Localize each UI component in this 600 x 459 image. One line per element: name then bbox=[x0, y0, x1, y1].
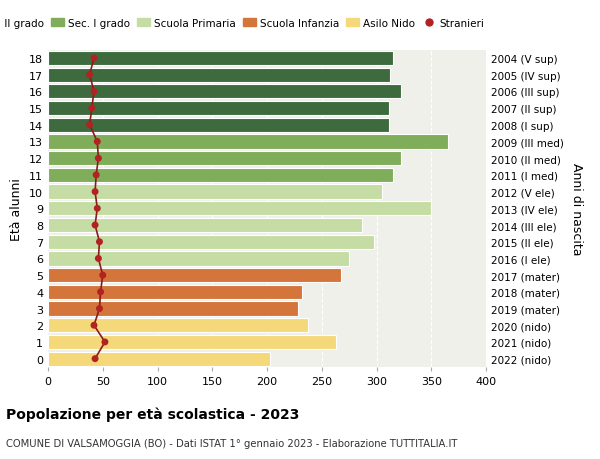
Bar bbox=[48, 102, 389, 116]
Text: COMUNE DI VALSAMOGGIA (BO) - Dati ISTAT 1° gennaio 2023 - Elaborazione TUTTITALI: COMUNE DI VALSAMOGGIA (BO) - Dati ISTAT … bbox=[6, 438, 457, 448]
Bar bbox=[48, 68, 389, 83]
Point bbox=[85, 72, 94, 79]
Point bbox=[90, 355, 100, 363]
Point bbox=[92, 139, 102, 146]
Point bbox=[96, 289, 106, 296]
Point bbox=[94, 255, 103, 263]
Point bbox=[100, 339, 110, 346]
Bar bbox=[48, 85, 401, 99]
Point bbox=[90, 189, 100, 196]
Legend: Sec. II grado, Sec. I grado, Scuola Primaria, Scuola Infanzia, Asilo Nido, Stran: Sec. II grado, Sec. I grado, Scuola Prim… bbox=[0, 15, 488, 33]
Point bbox=[92, 205, 102, 213]
Bar bbox=[48, 135, 448, 149]
Y-axis label: Anni di nascita: Anni di nascita bbox=[570, 162, 583, 255]
Point bbox=[89, 322, 99, 329]
Point bbox=[95, 239, 104, 246]
Bar bbox=[48, 252, 349, 266]
Bar bbox=[48, 202, 431, 216]
Bar bbox=[48, 269, 341, 283]
Bar bbox=[48, 168, 393, 183]
Bar bbox=[48, 52, 393, 66]
Point bbox=[87, 105, 97, 112]
Point bbox=[94, 155, 103, 162]
Point bbox=[95, 305, 104, 313]
Point bbox=[89, 55, 99, 62]
Bar bbox=[48, 185, 382, 199]
Y-axis label: Età alunni: Età alunni bbox=[10, 178, 23, 240]
Bar bbox=[48, 235, 374, 249]
Point bbox=[90, 222, 100, 229]
Bar bbox=[48, 218, 362, 233]
Bar bbox=[48, 319, 308, 333]
Bar bbox=[48, 352, 270, 366]
Bar bbox=[48, 302, 298, 316]
Bar bbox=[48, 335, 336, 349]
Bar bbox=[48, 152, 401, 166]
Point bbox=[91, 172, 101, 179]
Point bbox=[89, 89, 99, 96]
Bar bbox=[48, 285, 302, 299]
Text: Popolazione per età scolastica - 2023: Popolazione per età scolastica - 2023 bbox=[6, 406, 299, 421]
Point bbox=[85, 122, 94, 129]
Point bbox=[98, 272, 107, 279]
Bar bbox=[48, 118, 389, 133]
